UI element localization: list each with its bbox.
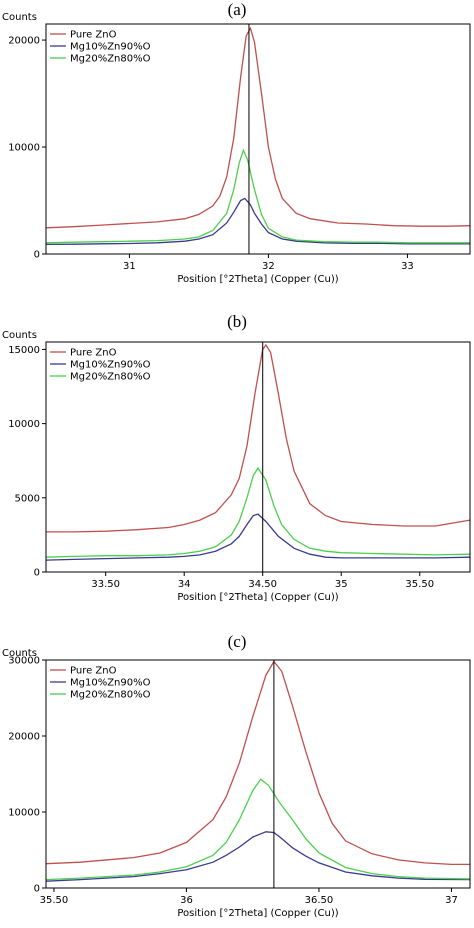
- panel-label: (b): [227, 312, 247, 331]
- legend-entry: Mg20%Zn80%O: [70, 690, 151, 701]
- x-tick-label: 35.50: [405, 579, 434, 590]
- x-tick-label: 33: [401, 261, 414, 272]
- chart-c: Counts 0 10000 20000 30000 35.50 36 36.50 37 Posi…: [2, 648, 471, 919]
- plot-frame: [45, 23, 471, 255]
- series-line-1: [45, 513, 471, 561]
- panel-label: (c): [227, 632, 247, 651]
- series-line-0: [45, 660, 470, 866]
- chart-b: Counts 0 5000 10000 15000 33.50 34 34.50 35 35.50…: [2, 330, 471, 603]
- y-tick-label: 0: [34, 568, 40, 579]
- x-axis-label: Position [°2Theta] (Copper (Cu)): [177, 274, 338, 285]
- panel-label: (a): [227, 0, 247, 19]
- series-line-1: [45, 197, 470, 246]
- x-tick-label: 35.50: [40, 895, 69, 906]
- series-line-2: [45, 778, 471, 881]
- legend-entry: Pure ZnO: [70, 348, 117, 359]
- x-tick-label: 32: [262, 261, 275, 272]
- y-tick-label: 0: [34, 250, 40, 261]
- legend-entry: Mg10%Zn90%O: [70, 42, 151, 53]
- chart-a: Counts 0 10000 20000 31 32 33 Position [°2Theta…: [2, 12, 471, 285]
- x-tick-label: 33.50: [91, 579, 120, 590]
- y-axis-label: Counts: [2, 12, 37, 23]
- legend-entry: Pure ZnO: [70, 666, 117, 677]
- series-line-0: [45, 26, 471, 229]
- y-tick-label: 10000: [8, 419, 40, 430]
- chart-panel-b: (b) Counts 0 5000 10000 15000 33.50 34 34.50 35 3…: [0, 300, 474, 610]
- x-tick-label: 34: [178, 579, 191, 590]
- x-axis-label: Position [°2Theta] (Copper (Cu)): [177, 592, 338, 603]
- y-axis-label: Counts: [2, 330, 37, 341]
- y-tick-label: 10000: [8, 808, 40, 819]
- legend-entry: Mg20%Zn80%O: [70, 372, 151, 383]
- x-axis-label: Position [°2Theta] (Copper (Cu)): [177, 908, 338, 919]
- chart-panel-a: (a) Counts 0 10000 20000 31 32 33 Position [°2T…: [0, 0, 474, 300]
- y-tick-label: 20000: [8, 732, 40, 743]
- chart-panel-c: (c) Counts 0 10000 20000 30000 35.50 36 36.50 37…: [0, 610, 474, 924]
- x-tick-label: 36: [180, 895, 193, 906]
- legend-entry: Mg20%Zn80%O: [70, 54, 151, 65]
- x-tick-label: 35: [335, 579, 348, 590]
- y-axis-label: Counts: [2, 648, 37, 659]
- y-tick-label: 20000: [8, 36, 40, 47]
- plot-frame: [45, 341, 471, 573]
- legend-entry: Mg10%Zn90%O: [70, 360, 151, 371]
- series-line-1: [45, 831, 471, 882]
- legend-entry: Mg10%Zn90%O: [70, 678, 151, 689]
- x-tick-label: 37: [445, 895, 458, 906]
- y-tick-label: 0: [34, 884, 40, 895]
- x-tick-label: 36.50: [305, 895, 334, 906]
- legend-entry: Pure ZnO: [70, 30, 117, 41]
- series-line-2: [45, 148, 470, 244]
- x-tick-label: 34.50: [248, 579, 277, 590]
- series-line-2: [45, 466, 471, 558]
- y-tick-label: 10000: [8, 143, 40, 154]
- x-tick-label: 31: [123, 261, 136, 272]
- y-tick-label: 30000: [8, 656, 40, 667]
- y-tick-label: 15000: [8, 345, 40, 356]
- plot-frame: [45, 659, 471, 889]
- y-tick-label: 5000: [15, 493, 40, 504]
